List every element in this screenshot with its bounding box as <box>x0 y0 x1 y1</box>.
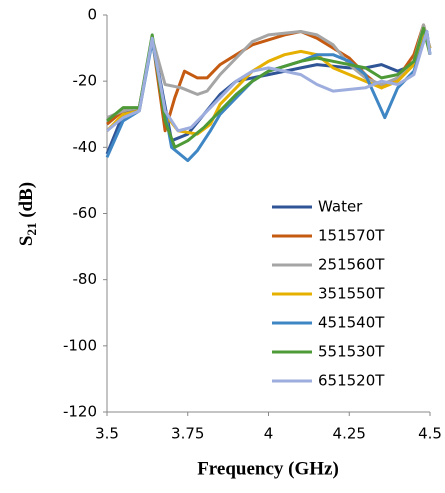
legend-label: 351550T <box>318 285 385 303</box>
y-title-sub: 21 <box>24 223 39 236</box>
y-title-unit: (dB) <box>16 182 37 218</box>
y-tick-label: -60 <box>73 204 98 222</box>
legend-label: 551530T <box>318 343 385 361</box>
x-tick-label: 3.5 <box>95 425 119 443</box>
legend-label: 651520T <box>318 372 385 390</box>
legend-label: 251560T <box>318 256 385 274</box>
y-tick-label: -120 <box>63 403 97 421</box>
legend-label: Water <box>318 198 363 216</box>
legend-label: 451540T <box>318 314 385 332</box>
x-tick-label: 4.25 <box>333 425 366 443</box>
legend-label: 151570T <box>318 227 385 245</box>
y-title-main: S <box>16 236 37 247</box>
y-tick-label: -80 <box>73 270 98 288</box>
x-tick-label: 3.75 <box>171 425 204 443</box>
y-tick-label: -20 <box>73 72 98 90</box>
y-axis-title: S21 (dB) <box>16 182 39 246</box>
x-axis-title: Frequency (GHz) <box>197 458 339 479</box>
y-tick-label: 0 <box>87 6 97 24</box>
y-tick-label: -100 <box>63 336 97 354</box>
x-tick-label: 4.5 <box>418 425 442 443</box>
y-tick-label: -40 <box>73 138 98 156</box>
series-line <box>106 30 432 133</box>
series-line <box>106 23 432 119</box>
x-tick-label: 4 <box>264 425 274 443</box>
